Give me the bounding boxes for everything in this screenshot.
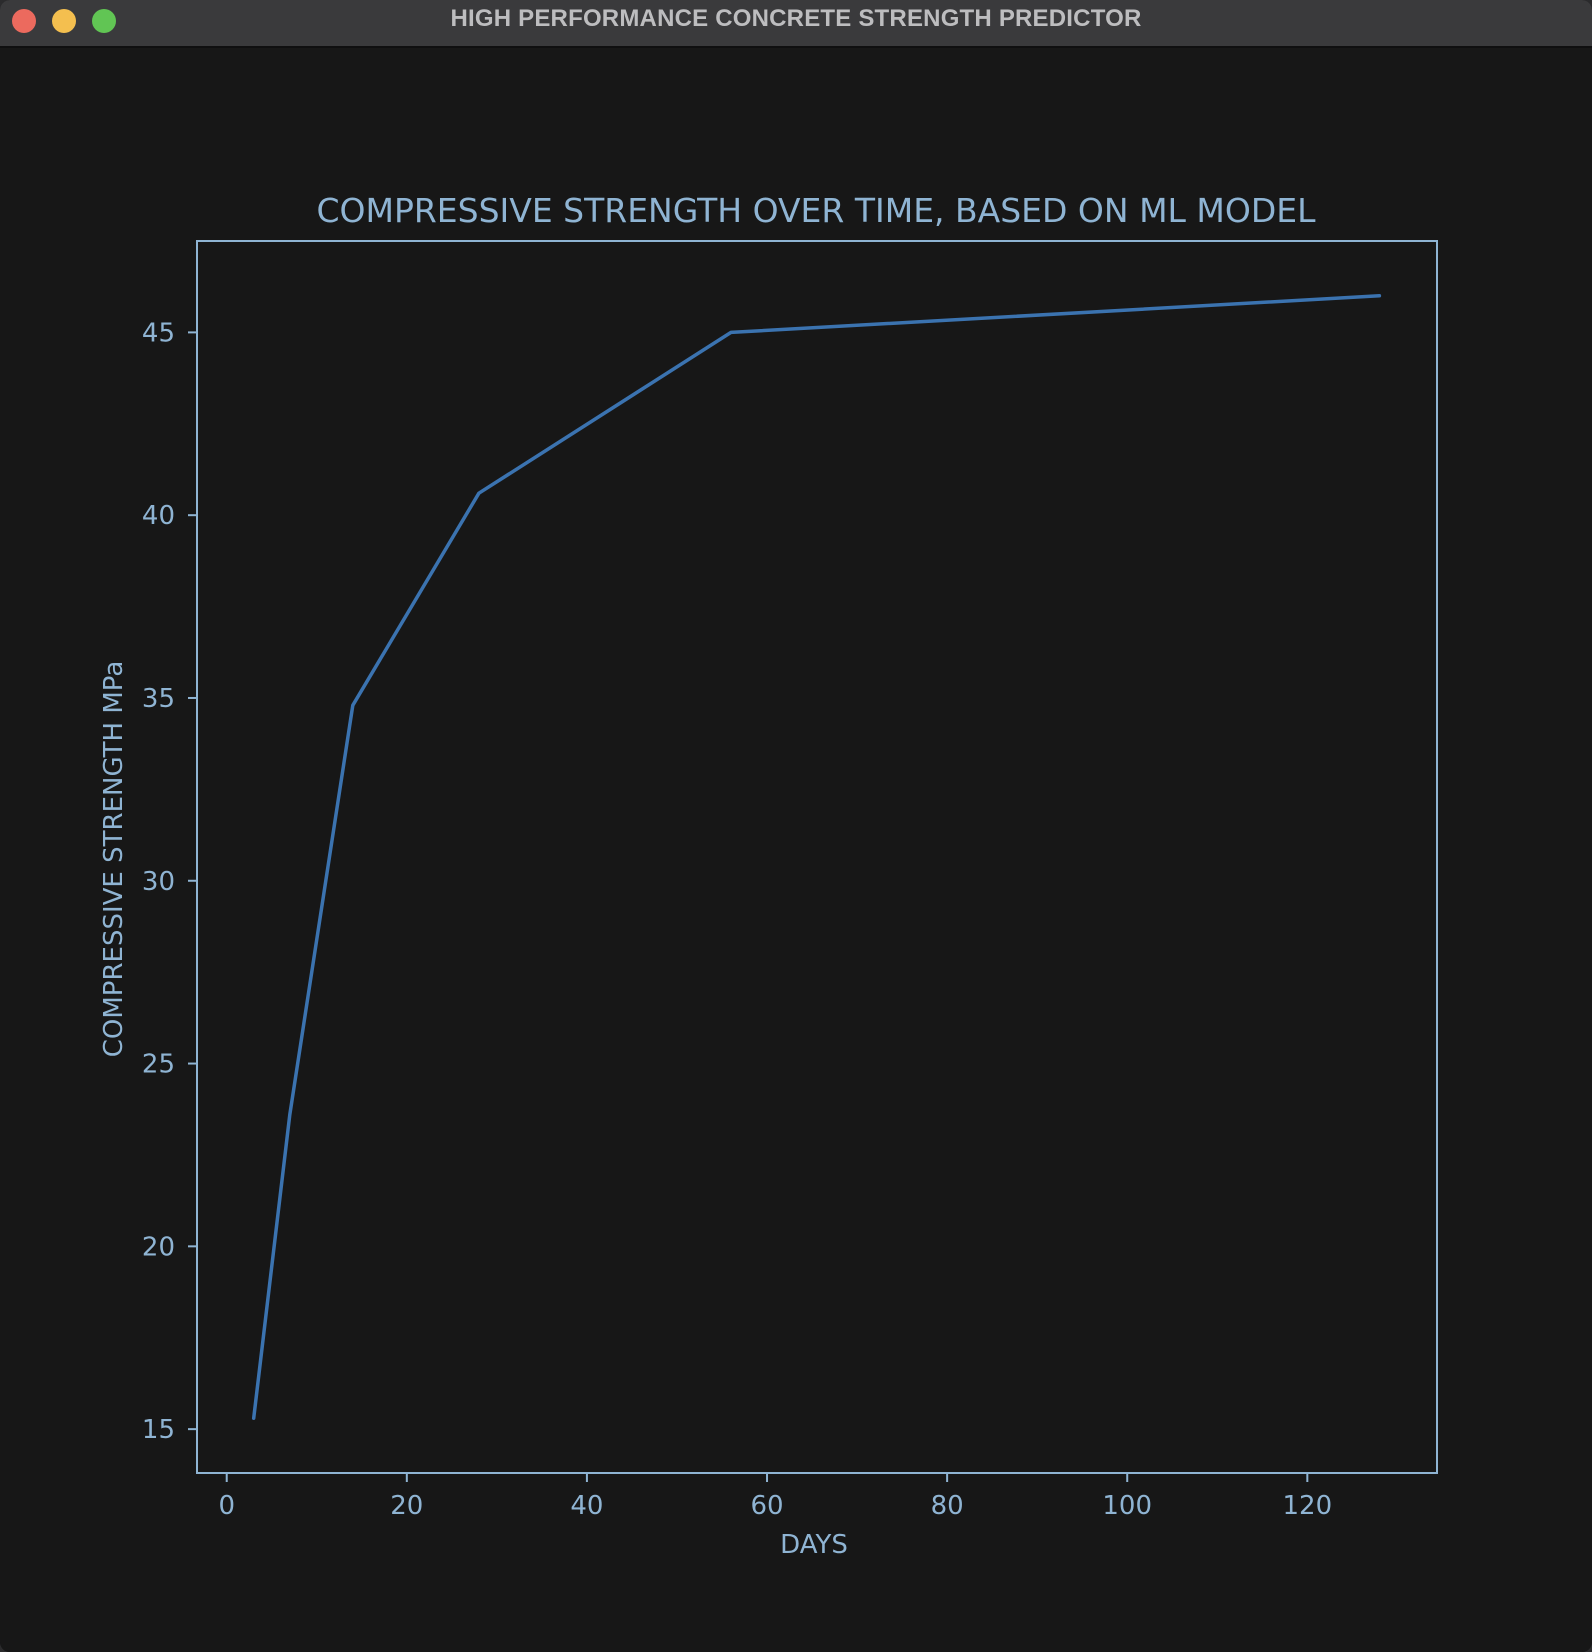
y-tick-label: 35	[142, 684, 175, 714]
y-axis-ticks: 15 20 25 30 35 40 45	[142, 318, 197, 1445]
x-tick-label: 60	[750, 1491, 783, 1521]
minimize-window-button[interactable]	[52, 9, 76, 33]
x-axis-label: DAYS	[780, 1530, 848, 1560]
chart-title: COMPRESSIVE STRENGTH OVER TIME, BASED ON…	[316, 191, 1316, 230]
window-title: HIGH PERFORMANCE CONCRETE STRENGTH PREDI…	[450, 5, 1142, 32]
y-tick-label: 25	[142, 1050, 175, 1080]
y-tick-label: 15	[142, 1415, 175, 1445]
y-tick-label: 45	[142, 318, 175, 348]
plot-frame	[196, 240, 1438, 1474]
x-axis-ticks: 0 20 40 60 80 100 120	[218, 1473, 1332, 1521]
x-tick-label: 0	[218, 1491, 235, 1521]
y-tick-label: 20	[142, 1232, 175, 1262]
x-tick-label: 100	[1102, 1491, 1152, 1521]
x-tick-label: 20	[390, 1491, 423, 1521]
line-chart: COMPRESSIVE STRENGTH OVER TIME, BASED ON…	[99, 191, 1438, 1560]
strength-series-line	[251, 294, 1382, 1420]
y-tick-label: 40	[142, 501, 175, 531]
x-tick-label: 40	[570, 1491, 603, 1521]
series-layer	[251, 294, 1382, 1420]
x-tick-label: 120	[1283, 1491, 1333, 1521]
x-tick-label: 80	[931, 1491, 964, 1521]
y-axis-label: COMPRESSIVE STRENGTH MPa	[99, 661, 129, 1058]
maximize-window-button[interactable]	[92, 9, 116, 33]
y-tick-label: 30	[142, 867, 175, 897]
title-bar: HIGH PERFORMANCE CONCRETE STRENGTH PREDI…	[0, 0, 1592, 48]
chart-area: COMPRESSIVE STRENGTH OVER TIME, BASED ON…	[0, 48, 1592, 1652]
close-window-button[interactable]	[12, 9, 36, 33]
